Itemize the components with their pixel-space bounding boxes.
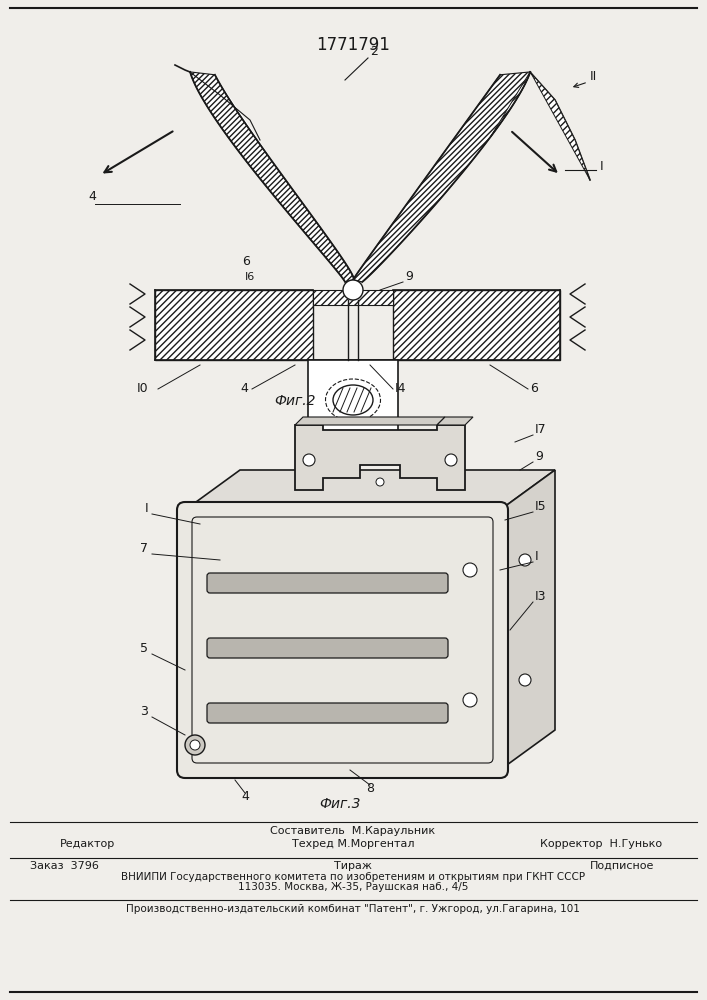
Text: I0: I0 bbox=[136, 382, 148, 395]
Text: 4: 4 bbox=[88, 190, 96, 203]
Text: 6: 6 bbox=[242, 255, 250, 268]
Text: 113035. Москва, Ж-35, Раушская наб., 4/5: 113035. Москва, Ж-35, Раушская наб., 4/5 bbox=[238, 882, 468, 892]
Text: I: I bbox=[600, 160, 604, 173]
Text: ВНИИПИ Государственного комитета по изобретениям и открытиям при ГКНТ СССР: ВНИИПИ Государственного комитета по изоб… bbox=[121, 872, 585, 882]
Polygon shape bbox=[500, 470, 555, 770]
Text: Производственно-издательский комбинат "Патент", г. Ужгород, ул.Гагарина, 101: Производственно-издательский комбинат "П… bbox=[126, 904, 580, 914]
Text: I7: I7 bbox=[535, 423, 547, 436]
Text: 2: 2 bbox=[370, 45, 378, 58]
Text: 4: 4 bbox=[240, 382, 248, 395]
Circle shape bbox=[303, 454, 315, 466]
Text: Редактор: Редактор bbox=[60, 839, 115, 849]
Text: I4: I4 bbox=[395, 382, 407, 395]
Circle shape bbox=[376, 478, 384, 486]
Text: 4: 4 bbox=[241, 790, 249, 803]
Polygon shape bbox=[491, 72, 590, 180]
Polygon shape bbox=[437, 417, 473, 425]
Circle shape bbox=[463, 563, 477, 577]
Circle shape bbox=[190, 740, 200, 750]
Polygon shape bbox=[215, 75, 500, 280]
FancyBboxPatch shape bbox=[207, 703, 448, 723]
Text: 3: 3 bbox=[140, 705, 148, 718]
Text: II: II bbox=[590, 70, 597, 83]
Text: Заказ  3796: Заказ 3796 bbox=[30, 861, 99, 871]
FancyBboxPatch shape bbox=[207, 638, 448, 658]
Ellipse shape bbox=[333, 385, 373, 415]
Polygon shape bbox=[190, 72, 354, 282]
Circle shape bbox=[343, 280, 363, 300]
Text: 8: 8 bbox=[366, 782, 374, 795]
Text: Фиг.3: Фиг.3 bbox=[320, 797, 361, 811]
Text: Подписное: Подписное bbox=[590, 861, 655, 871]
Text: 9: 9 bbox=[535, 450, 543, 463]
Text: Корректор  Н.Гунько: Корректор Н.Гунько bbox=[540, 839, 662, 849]
Polygon shape bbox=[353, 72, 530, 282]
Polygon shape bbox=[185, 470, 555, 510]
Text: 5: 5 bbox=[140, 642, 148, 655]
Text: 9: 9 bbox=[405, 270, 413, 283]
Circle shape bbox=[445, 454, 457, 466]
Polygon shape bbox=[313, 290, 393, 305]
Text: 1771791: 1771791 bbox=[316, 36, 390, 54]
Circle shape bbox=[463, 693, 477, 707]
Circle shape bbox=[519, 554, 531, 566]
Text: Фиг.2: Фиг.2 bbox=[274, 394, 316, 408]
Text: Техред М.Моргентал: Техред М.Моргентал bbox=[292, 839, 414, 849]
Polygon shape bbox=[393, 290, 560, 360]
Polygon shape bbox=[295, 417, 445, 425]
Circle shape bbox=[185, 735, 205, 755]
FancyBboxPatch shape bbox=[207, 573, 448, 593]
Text: I6: I6 bbox=[245, 272, 255, 282]
Text: I5: I5 bbox=[535, 500, 547, 513]
Polygon shape bbox=[308, 360, 398, 440]
Circle shape bbox=[519, 674, 531, 686]
FancyBboxPatch shape bbox=[177, 502, 508, 778]
Text: I: I bbox=[144, 502, 148, 515]
Text: I: I bbox=[535, 550, 539, 563]
Text: 6: 6 bbox=[530, 382, 538, 395]
Text: Составитель  М.Караульник: Составитель М.Караульник bbox=[271, 826, 436, 836]
Text: 7: 7 bbox=[140, 542, 148, 555]
Text: Тираж: Тираж bbox=[334, 861, 372, 871]
Polygon shape bbox=[155, 290, 313, 360]
Text: I3: I3 bbox=[535, 590, 547, 603]
Polygon shape bbox=[295, 425, 465, 490]
